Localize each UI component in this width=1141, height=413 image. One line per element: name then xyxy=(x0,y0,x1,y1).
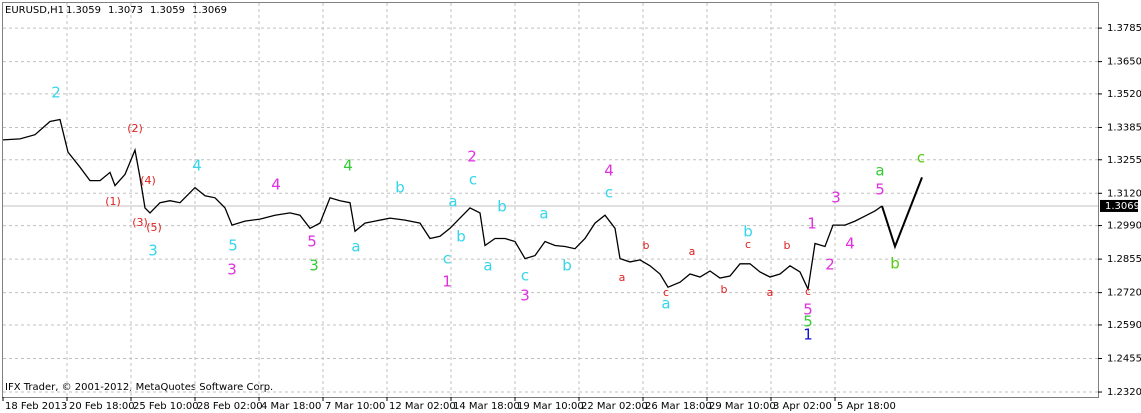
current-price-box xyxy=(1100,199,1138,212)
wave-label: 4 xyxy=(343,157,353,175)
wave-label: a xyxy=(661,295,670,313)
wave-label: b xyxy=(562,257,572,275)
symbol: EURUSD,H1 xyxy=(5,5,64,16)
x-tick-label: 4 Mar 18:00 xyxy=(261,401,321,412)
y-tick-label: 1.3785 xyxy=(1107,23,1141,34)
wave-label: 5 xyxy=(228,237,238,255)
wave-label: a xyxy=(539,205,548,223)
wave-label: 3 xyxy=(520,287,530,305)
y-tick-label: 1.3385 xyxy=(1107,122,1141,133)
wave-label: c xyxy=(469,171,477,189)
wave-label: b xyxy=(395,179,405,197)
wave-label: 1 xyxy=(442,273,452,291)
y-tick-label: 1.2720 xyxy=(1107,288,1141,299)
y-tick-label: 1.2590 xyxy=(1107,320,1141,331)
y-tick-label: 1.3520 xyxy=(1107,89,1141,100)
wave-label: c xyxy=(917,149,925,167)
wave-label: 2 xyxy=(467,148,477,166)
wave-label: 3 xyxy=(148,242,158,260)
x-tick-label: 3 Apr 02:00 xyxy=(773,401,832,412)
wave-label: 4 xyxy=(271,176,281,194)
ohlc-value: 1.3073 xyxy=(108,5,143,16)
wave-label: b xyxy=(497,198,507,216)
wave-label: b xyxy=(784,239,791,252)
wave-label: 3 xyxy=(831,189,841,207)
plot-frame xyxy=(2,2,1099,398)
wave-label: c xyxy=(745,238,751,251)
wave-label: 4 xyxy=(845,235,855,253)
wave-label: 5 xyxy=(307,233,317,251)
y-tick-label: 1.2990 xyxy=(1107,221,1141,232)
wave-label: a xyxy=(351,238,360,256)
wave-label: 1 xyxy=(803,326,813,344)
wave-label: b xyxy=(743,223,753,241)
wave-label: a xyxy=(689,245,696,258)
wave-label: b xyxy=(643,239,650,252)
footer: IFX Trader, © 2001-2012, MetaQuotes Soft… xyxy=(5,382,273,393)
wave-label: b xyxy=(721,283,728,296)
wave-label: 2 xyxy=(51,84,61,102)
wave-label: 5 xyxy=(875,181,885,199)
projection-line xyxy=(881,177,923,250)
x-tick-label: 20 Feb 18:00 xyxy=(69,401,135,412)
wave-label: 2 xyxy=(825,256,835,274)
wave-label: 3 xyxy=(309,257,319,275)
wave-label: 5 xyxy=(803,301,813,319)
wave-label: a xyxy=(448,193,457,211)
wave-label: b xyxy=(456,228,466,246)
ohlc-value: 1.3069 xyxy=(192,5,227,16)
x-tick-label: 25 Feb 10:00 xyxy=(133,401,199,412)
price-line xyxy=(2,118,883,292)
wave-label: c xyxy=(805,285,811,298)
y-tick-label: 1.3255 xyxy=(1107,155,1141,166)
y-tick-label: 1.3650 xyxy=(1107,57,1141,68)
x-tick-label: 5 Apr 18:00 xyxy=(837,401,896,412)
x-tick-label: 22 Mar 02:00 xyxy=(581,401,648,412)
wave-label: 4 xyxy=(604,162,614,180)
wave-label: (1) xyxy=(105,195,121,208)
current-price-label: 1.3069 xyxy=(1105,201,1140,212)
x-tick-label: 18 Feb 2013 xyxy=(5,401,67,412)
wave-label: a xyxy=(875,162,884,180)
y-tick-label: 1.2320 xyxy=(1107,387,1141,398)
x-tick-label: 29 Mar 10:00 xyxy=(709,401,776,412)
wave-label: 3 xyxy=(227,261,237,279)
wave-label: (4) xyxy=(140,174,156,187)
wave-label: (2) xyxy=(127,122,143,135)
wave-label: 5 xyxy=(803,313,813,331)
y-tick-label: 1.2855 xyxy=(1107,254,1141,265)
wave-label: (5) xyxy=(146,221,162,234)
wave-label: a xyxy=(619,271,626,284)
wave-label: (3) xyxy=(132,216,148,229)
x-tick-label: 7 Mar 10:00 xyxy=(325,401,385,412)
x-tick-label: 14 Mar 18:00 xyxy=(453,401,520,412)
wave-label: c xyxy=(663,286,669,299)
ohlc-value: 1.3059 xyxy=(150,5,185,16)
y-tick-label: 1.3120 xyxy=(1107,188,1141,199)
ohlc-value: 1.3059 xyxy=(66,5,101,16)
wave-label: c xyxy=(521,267,529,285)
wave-label: c xyxy=(443,250,451,268)
wave-label: 1 xyxy=(807,215,817,233)
x-tick-label: 12 Mar 02:00 xyxy=(389,401,456,412)
x-tick-label: 28 Feb 02:00 xyxy=(197,401,263,412)
wave-label: 4 xyxy=(192,157,202,175)
wave-label: b xyxy=(890,255,900,273)
x-tick-label: 19 Mar 10:00 xyxy=(517,401,584,412)
wave-label: c xyxy=(605,184,613,202)
y-tick-label: 1.2455 xyxy=(1107,353,1141,364)
x-tick-label: 26 Mar 18:00 xyxy=(645,401,712,412)
wave-label: a xyxy=(483,257,492,275)
wave-label: a xyxy=(767,286,774,299)
